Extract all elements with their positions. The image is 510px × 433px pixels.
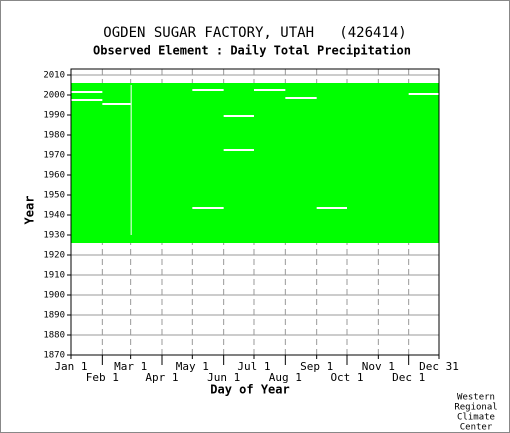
y-axis-label: Year	[23, 196, 37, 225]
y-tick-label: 1910	[43, 271, 65, 281]
credit: Regional	[454, 403, 497, 413]
y-tick-label: 1880	[43, 331, 65, 341]
gap	[130, 85, 132, 235]
y-tick-label: 1870	[43, 351, 65, 361]
x-tick-label: May 1	[176, 360, 209, 373]
x-tick-label: Nov 1	[362, 360, 395, 373]
x-tick-label: Oct 1	[330, 371, 363, 384]
y-tick-label: 1940	[43, 211, 65, 221]
gap	[71, 91, 103, 93]
y-tick-label: 2010	[43, 71, 65, 81]
gap	[71, 99, 103, 101]
y-tick-label: 1980	[43, 131, 65, 141]
x-axis-label: Day of Year	[210, 383, 289, 397]
gap	[192, 89, 224, 91]
credit: Western	[457, 393, 495, 403]
gap	[253, 89, 286, 91]
x-tick-label: Apr 1	[145, 371, 178, 384]
credit: Climate	[457, 413, 495, 423]
gap	[285, 97, 317, 99]
y-tick-label: 1890	[43, 311, 65, 321]
credit: Center	[460, 423, 493, 433]
y-tick-label: 1900	[43, 291, 65, 301]
y-tick-label: 1970	[43, 151, 65, 161]
x-tick-label: Dec 1	[392, 371, 425, 384]
chart-subtitle: Observed Element : Daily Total Precipita…	[93, 44, 411, 58]
y-tick-label: 2000	[43, 91, 65, 101]
gap	[408, 93, 439, 95]
gap	[192, 207, 224, 209]
gap	[223, 149, 254, 151]
x-tick-label: Dec 31	[419, 360, 459, 373]
chart-title: OGDEN SUGAR FACTORY, UTAH (426414)	[103, 25, 406, 41]
gap	[102, 103, 131, 105]
x-tick-label: Feb 1	[86, 371, 119, 384]
y-tick-label: 1990	[43, 111, 65, 121]
x-tick-label: Sep 1	[300, 360, 333, 373]
y-tick-label: 1930	[43, 231, 65, 241]
y-tick-label: 1920	[43, 251, 65, 261]
plot-frame	[70, 68, 440, 356]
gap	[223, 115, 254, 117]
y-tick-label: 1960	[43, 171, 65, 181]
x-tick-label: Jul 1	[237, 360, 270, 373]
x-tick-label: Jan 1	[54, 360, 87, 373]
x-tick-label: Aug 1	[269, 371, 302, 384]
x-tick-label: Jun 1	[207, 371, 240, 384]
coverage	[71, 83, 439, 243]
y-tick-label: 1950	[43, 191, 65, 201]
gap	[316, 207, 347, 209]
x-tick-label: Mar 1	[114, 360, 147, 373]
